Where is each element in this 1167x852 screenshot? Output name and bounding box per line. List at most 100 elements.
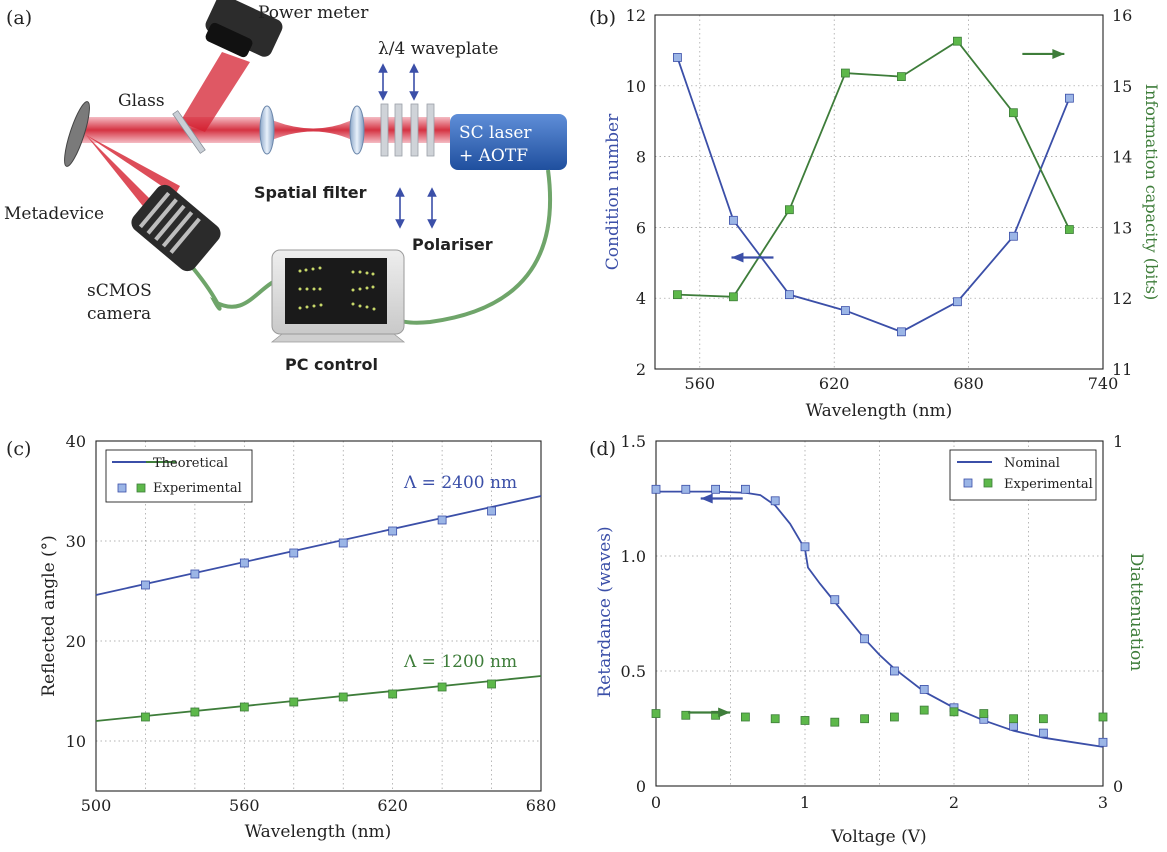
chart-c-xtick: 500 <box>81 796 112 815</box>
chart-b-y2label: Information capacity (bits) <box>1142 84 1161 301</box>
chart-b-y2tick: 12 <box>1112 289 1132 308</box>
chart-b-information-point <box>1065 225 1074 234</box>
chart-d-retardance-point <box>1009 721 1018 731</box>
chart-b-information-line <box>677 40 1071 298</box>
chart-b-y2tick: 14 <box>1112 148 1132 167</box>
chart-d-retardance-point <box>860 634 869 644</box>
chart-d-diattenuation-point <box>830 717 840 727</box>
chart-b-arrow-right-head <box>1052 48 1065 59</box>
chart-d-diattenuation-point <box>979 709 989 718</box>
chart-d-legend-experimental: Experimental <box>1004 477 1093 492</box>
chart-b-arrow-left-head <box>731 252 744 263</box>
laser-icon <box>450 114 567 170</box>
chart-c-theory-line-2 <box>95 675 542 722</box>
chart-d-retardance-point <box>651 484 661 494</box>
chart-d-diattenuation-point <box>1039 714 1048 724</box>
chart-c-legend-experimental: Experimental <box>153 481 242 496</box>
chart-c-experimental-point-2 <box>487 679 496 689</box>
chart-d-ytick: 0 <box>636 777 646 796</box>
chart-d-diattenuation-point <box>770 714 780 724</box>
setup-panel: (a) Power meter Glass Metadevice Spatial… <box>4 0 567 374</box>
camera-icon <box>131 184 221 272</box>
chart-c-experimental-point-1 <box>239 558 249 568</box>
chart-d-diattenuation-point <box>1098 712 1108 722</box>
chart-d-ytick: 0.5 <box>621 662 646 681</box>
chart-c-experimental-point-1 <box>388 526 398 536</box>
chart-d-diattenuation-point <box>800 716 810 725</box>
chart-d-diattenuation-point <box>1009 714 1018 724</box>
diffracted-beam-1 <box>86 135 158 215</box>
chart-d-ylabel: Retardance (waves) <box>595 526 615 697</box>
laser-label-2: + AOTF <box>459 146 528 166</box>
cable-camera-pc <box>186 260 281 311</box>
chart-d-arrow-left-head <box>700 493 713 504</box>
chart-d-y2tick: 0 <box>1113 777 1123 796</box>
chart-b-condition-point <box>1065 93 1074 103</box>
panel-a-tag: (a) <box>6 7 32 29</box>
chart-c: (c) 500 560 620 680 10 20 30 40 Λ = 2400 nm Λ =… <box>6 432 556 842</box>
chart-b-condition-point <box>897 327 906 337</box>
chart-d-diattenuation-point <box>949 707 959 717</box>
metadevice-label: Metadevice <box>4 204 104 224</box>
main-beam-left <box>80 117 260 143</box>
chart-c-xtick: 560 <box>229 796 260 815</box>
chart-b-condition-point <box>673 53 682 62</box>
chart-d-xtick: 1 <box>800 793 810 812</box>
chart-d-y2label: Diattenuation <box>1126 553 1146 671</box>
chart-b-condition-point <box>953 297 962 307</box>
camera-label-1: sCMOS <box>87 281 152 301</box>
chart-d-diattenuation-point <box>651 709 661 718</box>
chart-b: (b) 560 620 680 740 2 4 6 8 10 12 11 12 13 14 15 16 Wav… <box>589 6 1161 421</box>
chart-b-condition-point <box>729 215 738 225</box>
chart-d-nominal-line <box>656 490 1104 748</box>
chart-b-plot-area <box>654 14 1104 370</box>
camera-label-2: camera <box>87 304 151 324</box>
chart-d: (d) 0 1 2 300.51.01.501 Nominal Experimenta… <box>589 432 1146 847</box>
chart-d-plot-area <box>655 440 1104 787</box>
chart-b-information-point <box>673 290 682 300</box>
chart-c-xlabel: Wavelength (nm) <box>245 822 392 842</box>
chart-c-experimental-point-1 <box>487 506 496 516</box>
chart-c-experimental-point-2 <box>239 702 249 712</box>
chart-d-legend: Nominal Experimental <box>949 449 1097 501</box>
chart-d-diattenuation-point <box>681 710 691 720</box>
chart-b-condition-point <box>1009 231 1018 241</box>
chart-c-experimental-point-1 <box>289 548 299 558</box>
chart-c-legend-theoretical: Theoretical <box>153 456 228 471</box>
chart-b-xtick: 680 <box>953 374 984 393</box>
power-meter-icon <box>205 0 283 58</box>
chart-c-ylabel: Reflected angle (°) <box>39 535 59 697</box>
chart-d-diattenuation-point <box>919 705 929 715</box>
chart-b-ytick: 6 <box>636 218 646 237</box>
chart-d-diattenuation-point <box>741 712 750 722</box>
chart-b-information-point <box>785 205 794 215</box>
chart-d-arrow-right-head <box>718 707 731 718</box>
power-meter-label: Power meter <box>258 3 369 23</box>
chart-c-legend: Theoretical Experimental <box>105 449 253 503</box>
monitor-icon <box>270 249 406 343</box>
chart-c-experimental-point-2 <box>289 697 299 707</box>
lens-1-icon <box>259 105 275 155</box>
chart-c-xtick: 620 <box>377 796 408 815</box>
chart-c-plot-area <box>95 440 542 792</box>
chart-c-ytick: 30 <box>66 532 86 551</box>
chart-d-xtick: 2 <box>949 793 959 812</box>
chart-b-ytick: 12 <box>626 6 646 25</box>
chart-d-y2tick: 1 <box>1113 432 1123 451</box>
rotation-arrows-icon <box>378 63 437 229</box>
glass-icon <box>172 110 206 154</box>
chart-c-experimental-point-1 <box>141 580 150 590</box>
chart-b-condition-point <box>841 306 850 315</box>
panel-b-tag: (b) <box>589 7 616 29</box>
chart-c-experimental-point-2 <box>437 682 447 692</box>
chart-d-xtick: 0 <box>651 793 661 812</box>
main-beam-right <box>358 117 450 143</box>
chart-b-ytick: 2 <box>636 360 646 379</box>
chart-b-information-point <box>897 72 906 81</box>
chart-d-retardance-point <box>1098 737 1108 747</box>
pc-control-label: PC control <box>285 355 378 374</box>
reflected-beam <box>180 52 250 132</box>
chart-c-experimental-point-2 <box>141 712 150 722</box>
chart-d-retardance-point <box>919 685 929 694</box>
chart-c-ytick: 40 <box>66 432 86 451</box>
